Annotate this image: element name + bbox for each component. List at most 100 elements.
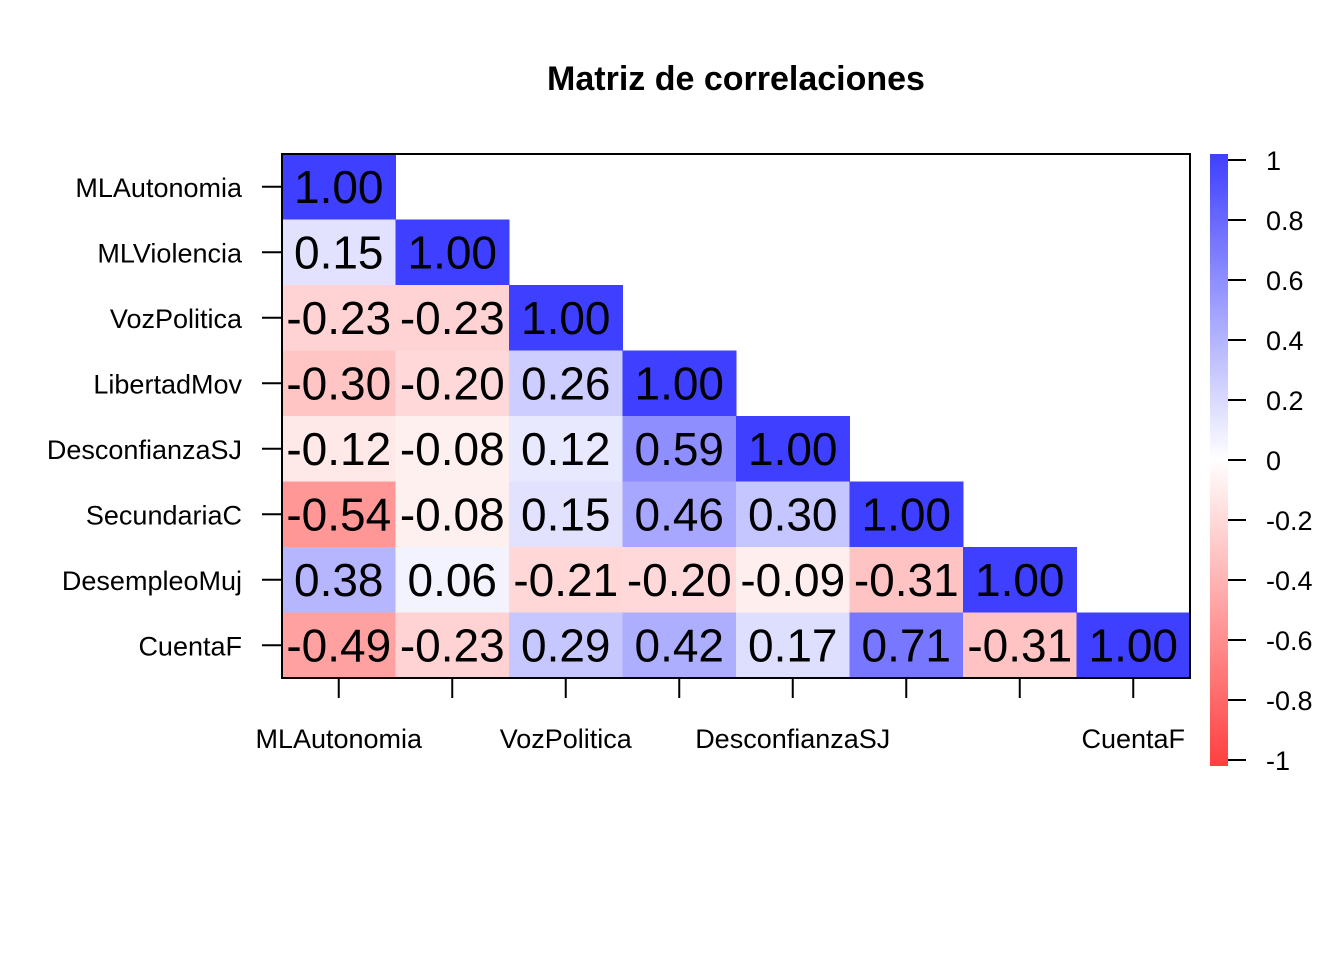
heatmap-cell: [736, 547, 850, 613]
heatmap-cell: [509, 285, 623, 351]
x-axis: MLAutonomia VozPolitica DesconfianzaSJ Cuen…: [255, 678, 1185, 754]
heatmap-cell: [736, 481, 850, 548]
heatmap-cell: [509, 481, 623, 548]
y-tick-label: DesempleoMuj: [62, 566, 242, 596]
legend-tick-label: -0.2: [1266, 506, 1313, 536]
cell-value-label: -0.20: [627, 554, 732, 606]
heatmap-cell: [395, 416, 510, 482]
heatmap-cell: [622, 612, 737, 679]
cell-value-label: 0.12: [521, 423, 611, 475]
cell-value-label: -0.31: [854, 554, 959, 606]
heatmap-cell: [395, 285, 510, 351]
cell-value-label: -0.21: [513, 554, 618, 606]
plot-frame: [281, 153, 1191, 679]
cell-value-label: 0.42: [634, 619, 724, 671]
heatmap-cell: [395, 481, 510, 548]
cell-value-label: 1.00: [634, 357, 724, 409]
heatmap-cell: [282, 612, 396, 679]
heatmap-cell: [282, 547, 396, 613]
cell-value-label: -0.08: [400, 488, 505, 540]
legend-tick-label: 0.2: [1266, 386, 1304, 416]
heatmap-cell: [963, 547, 1077, 613]
heatmap-cells: 1.000.15 1.00-0.23 -0.23 1.00-0.30 -0.20 0.26…: [282, 154, 1191, 679]
y-axis: MLAutonomia MLViolencia VozPolitica Liberta…: [47, 173, 282, 661]
x-tick-label: DesconfianzaSJ: [695, 724, 890, 754]
y-tick-label: LibertadMov: [93, 369, 242, 399]
y-tick-label: CuentaF: [138, 631, 242, 661]
heatmap-cell: [282, 416, 396, 482]
y-tick-label: DesconfianzaSJ: [47, 435, 242, 465]
cell-value-label: 0.26: [521, 357, 611, 409]
cell-value-label: -0.08: [400, 423, 505, 475]
cell-value-label: -0.30: [286, 357, 391, 409]
heatmap-cell: [849, 612, 964, 679]
cell-value-label: 0.30: [748, 488, 838, 540]
heatmap-cell: [282, 285, 396, 351]
heatmap-cell: [622, 481, 737, 548]
x-tick-label: MLAutonomia: [255, 724, 423, 754]
heatmap-cell: [509, 350, 623, 417]
heatmap-cell: [509, 612, 623, 679]
legend-tick-label: 0: [1266, 446, 1281, 476]
cell-value-label: 0.29: [521, 619, 611, 671]
legend-colorbar: [1210, 154, 1228, 766]
heatmap-cell: [282, 219, 396, 286]
y-tick-label: MLAutonomia: [75, 173, 243, 203]
cell-value-label: 0.06: [407, 554, 497, 606]
heatmap-cell: [395, 219, 510, 286]
cell-value-label: 0.15: [294, 226, 384, 278]
heatmap-cell: [282, 481, 396, 548]
heatmap-cell: [849, 547, 964, 613]
heatmap-cell: [282, 350, 396, 417]
heatmap-cell: [622, 350, 737, 417]
cell-value-label: -0.31: [967, 619, 1072, 671]
legend-tick-label: 1: [1266, 146, 1281, 176]
cell-value-label: -0.49: [286, 619, 391, 671]
cell-value-label: 1.00: [975, 554, 1065, 606]
heatmap-cell: [622, 547, 737, 613]
cell-value-label: 1.00: [407, 226, 497, 278]
x-tick-label: VozPolitica: [500, 724, 633, 754]
legend-tick-label: 0.8: [1266, 206, 1304, 236]
cell-value-label: -0.20: [400, 357, 505, 409]
heatmap-cell: [395, 547, 510, 613]
cell-value-label: 0.71: [861, 619, 951, 671]
y-tick-label: VozPolitica: [110, 304, 243, 334]
cell-value-label: 1.00: [861, 488, 951, 540]
heatmap-cell: [1076, 612, 1191, 679]
heatmap-cell: [395, 350, 510, 417]
chart-title: Matriz de correlaciones: [547, 60, 925, 98]
y-tick-label: SecundariaC: [86, 500, 242, 530]
cell-value-label: 0.59: [634, 423, 724, 475]
cell-value-label: -0.23: [400, 292, 505, 344]
cell-value-label: 0.38: [294, 554, 384, 606]
cell-value-label: 1.00: [521, 292, 611, 344]
heatmap-cell: [849, 481, 964, 548]
cell-value-label: 0.46: [634, 488, 724, 540]
heatmap-cell: [509, 416, 623, 482]
cell-value-label: 1.00: [1088, 619, 1178, 671]
cell-value-label: -0.23: [400, 619, 505, 671]
cell-value-label: 0.17: [748, 619, 838, 671]
y-tick-label: MLViolencia: [97, 238, 243, 268]
heatmap-cell: [282, 154, 396, 220]
cell-value-label: -0.12: [286, 423, 391, 475]
heatmap-cell: [736, 416, 850, 482]
legend-tick-label: -0.6: [1266, 626, 1313, 656]
heatmap-cell: [509, 547, 623, 613]
cell-value-label: 0.15: [521, 488, 611, 540]
cell-value-label: -0.23: [286, 292, 391, 344]
cell-value-label: 1.00: [748, 423, 838, 475]
legend-tick-label: -0.8: [1266, 686, 1313, 716]
color-legend: 1 0.8 0.6 0.4 0.2 0 -0.2 -0.4 -0.6 -0.8 -1: [1210, 146, 1313, 776]
cell-value-label: -0.54: [286, 488, 391, 540]
cell-value-label: -0.09: [740, 554, 845, 606]
legend-tick-label: 0.4: [1266, 326, 1304, 356]
legend-tick-label: -0.4: [1266, 566, 1313, 596]
legend-tick-label: -1: [1266, 746, 1290, 776]
x-tick-label: CuentaF: [1081, 724, 1185, 754]
cell-value-label: 1.00: [294, 161, 384, 213]
heatmap-cell: [963, 612, 1077, 679]
heatmap-cell: [395, 612, 510, 679]
